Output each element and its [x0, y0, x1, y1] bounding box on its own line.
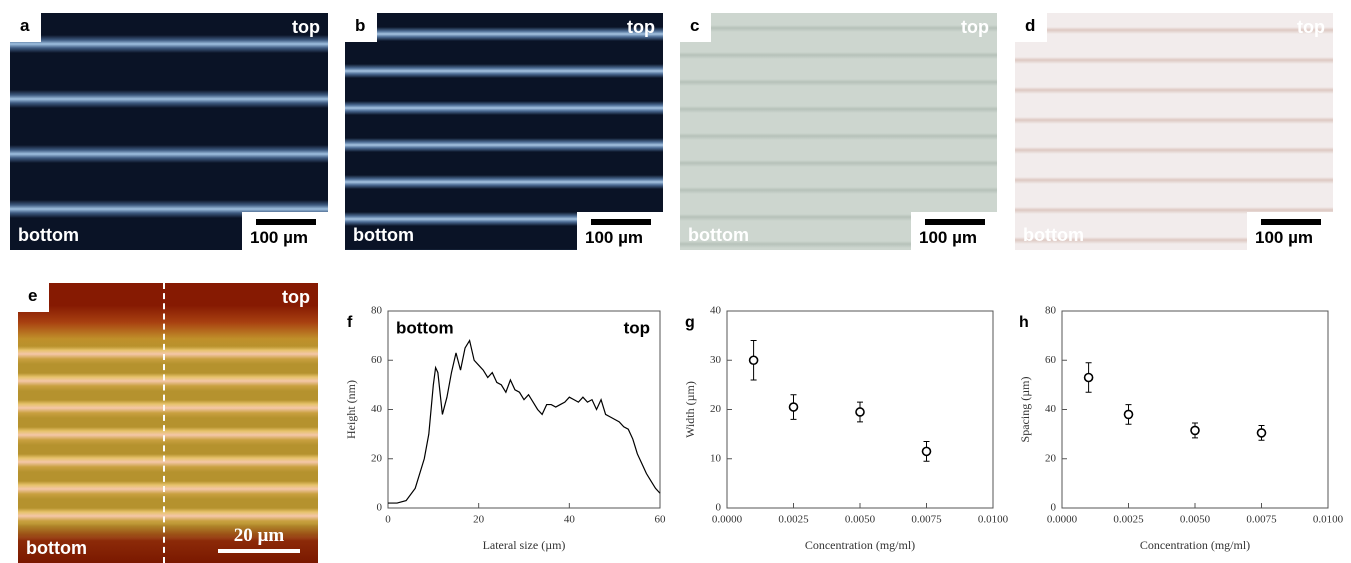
- y-tick-label: 0: [1051, 502, 1057, 514]
- panel-label: e: [18, 283, 50, 312]
- y-tick-label: 0: [377, 502, 383, 514]
- bottom-label: bottom: [353, 225, 414, 245]
- y-tick-label: 60: [371, 354, 383, 366]
- x-tick-label: 20: [473, 514, 485, 526]
- plot-frame: [1061, 310, 1329, 509]
- data-point: [1123, 409, 1134, 420]
- y-tick-label: 60: [1045, 354, 1057, 366]
- top-label: top: [1297, 17, 1325, 37]
- x-tick-label: 0.0075: [1246, 514, 1277, 526]
- y-tick-label: 30: [710, 354, 722, 366]
- y-tick-label: 40: [371, 403, 383, 415]
- data-point: [921, 446, 932, 457]
- profile-line: [388, 338, 661, 504]
- data-point: [1190, 425, 1200, 436]
- x-tick-label: 60: [655, 514, 667, 526]
- panel-label: h: [1019, 314, 1029, 331]
- scale-label: 20 µm: [233, 525, 285, 546]
- x-tick-label: 0: [385, 514, 391, 526]
- x-tick-label: 40: [564, 514, 576, 526]
- x-tick-label: 0.0000: [1047, 514, 1078, 526]
- scale-label: 100 µm: [1255, 228, 1313, 247]
- micrograph: d top bottom 100 µm: [1015, 13, 1333, 250]
- y-tick-label: 20: [1045, 452, 1057, 464]
- panel-label: a: [10, 13, 42, 42]
- x-tick-label: 0.0050: [1180, 514, 1211, 526]
- x-tick-label: 0.0100: [1313, 514, 1344, 526]
- y-axis-label: Width (µm): [683, 381, 697, 438]
- scale-bar: 100 µm: [1247, 212, 1333, 250]
- data-point: [1256, 428, 1267, 438]
- bottom-label: bottom: [26, 538, 87, 558]
- scale-label: 100 µm: [250, 228, 308, 247]
- data-point: [1083, 372, 1094, 383]
- bottom-label: bottom: [1023, 225, 1084, 245]
- y-tick-label: 80: [1045, 305, 1057, 317]
- panel-label: g: [685, 314, 695, 331]
- panel-label: c: [680, 13, 712, 42]
- micrograph: b top bottom 100 µm: [345, 13, 663, 250]
- bottom-label: bottom: [18, 225, 79, 245]
- panel-label: b: [345, 13, 378, 42]
- y-tick-label: 20: [710, 403, 722, 415]
- x-tick-label: 0.0075: [911, 514, 942, 526]
- y-tick-label: 80: [371, 305, 383, 317]
- top-label: top: [292, 17, 320, 37]
- annotation: bottom: [396, 318, 454, 337]
- scale-label: 100 µm: [585, 228, 643, 247]
- y-axis-label: Height (nm): [344, 380, 358, 439]
- micrograph: a top bottom 100 µm: [10, 13, 328, 250]
- data-point: [788, 402, 799, 412]
- panel-label: d: [1015, 13, 1048, 42]
- afm-image: e top bottom 20 µm: [18, 283, 318, 563]
- y-tick-label: 10: [710, 452, 722, 464]
- scale-bar: 100 µm: [242, 212, 328, 250]
- profile-line: [163, 283, 165, 563]
- x-tick-label: 0.0025: [778, 514, 809, 526]
- scale-bar: 20 µm: [218, 525, 300, 553]
- top-label: top: [282, 287, 310, 307]
- x-tick-label: 0.0100: [978, 514, 1009, 526]
- y-tick-label: 40: [1045, 403, 1057, 415]
- micrograph: c top bottom 100 µm: [680, 13, 997, 250]
- x-axis-label: Lateral size (µm): [483, 538, 566, 552]
- x-axis-label: Concentration (mg/ml): [1140, 538, 1250, 552]
- annotation: top: [624, 318, 650, 337]
- x-tick-label: 0.0000: [712, 514, 743, 526]
- scale-bar: 100 µm: [911, 212, 997, 250]
- data-point: [748, 355, 759, 366]
- y-tick-label: 0: [716, 502, 722, 514]
- bottom-label: bottom: [688, 225, 749, 245]
- y-tick-label: 20: [371, 452, 383, 464]
- data-point: [855, 407, 865, 417]
- plot-frame: [387, 310, 661, 509]
- x-tick-label: 0.0025: [1113, 514, 1144, 526]
- top-label: top: [627, 17, 655, 37]
- top-label: top: [961, 17, 989, 37]
- panel-label: f: [347, 314, 353, 331]
- y-tick-label: 40: [710, 305, 722, 317]
- scale-label: 100 µm: [919, 228, 977, 247]
- x-axis-label: Concentration (mg/ml): [805, 538, 915, 552]
- scale-bar: 100 µm: [577, 212, 663, 250]
- x-tick-label: 0.0050: [845, 514, 876, 526]
- y-axis-label: Spacing (µm): [1018, 377, 1032, 443]
